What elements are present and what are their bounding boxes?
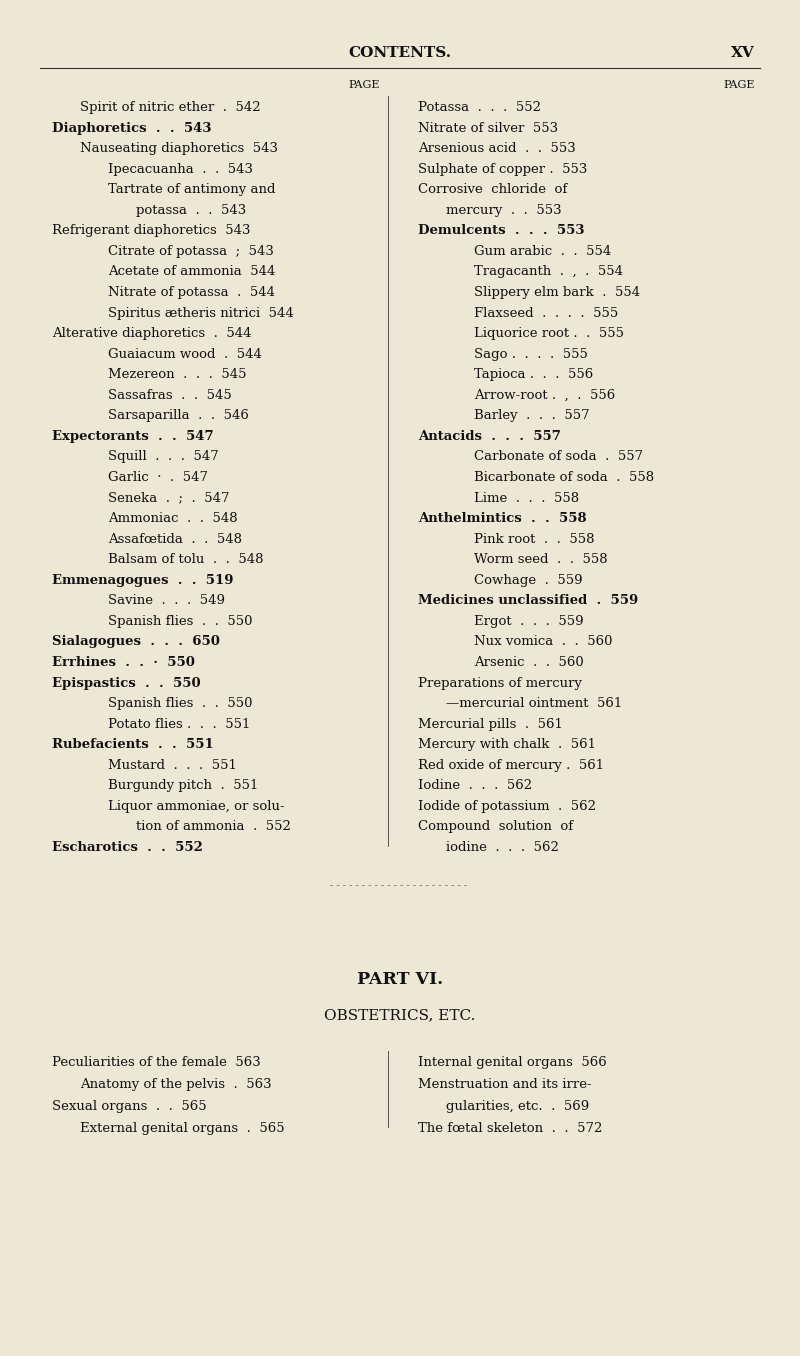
Text: gularities, etc.  .  569: gularities, etc. . 569 [446, 1100, 590, 1113]
Text: Savine  .  .  .  549: Savine . . . 549 [108, 594, 225, 607]
Text: Arsenious acid  .  .  553: Arsenious acid . . 553 [418, 142, 576, 155]
Text: Arsenic  .  .  560: Arsenic . . 560 [474, 656, 584, 669]
Text: potassa  .  .  543: potassa . . 543 [136, 203, 246, 217]
Text: Alterative diaphoretics  .  544: Alterative diaphoretics . 544 [52, 327, 251, 340]
Text: Ergot  .  .  .  559: Ergot . . . 559 [474, 614, 584, 628]
Text: Worm seed  .  .  558: Worm seed . . 558 [474, 553, 608, 567]
Text: Mercury with chalk  .  561: Mercury with chalk . 561 [418, 738, 596, 751]
Text: Diaphoretics  .  .  543: Diaphoretics . . 543 [52, 122, 211, 134]
Text: Nitrate of silver  553: Nitrate of silver 553 [418, 122, 558, 134]
Text: Preparations of mercury: Preparations of mercury [418, 677, 582, 690]
Text: Carbonate of soda  .  557: Carbonate of soda . 557 [474, 450, 643, 464]
Text: mercury  .  .  553: mercury . . 553 [446, 203, 562, 217]
Text: Mustard  .  .  .  551: Mustard . . . 551 [108, 759, 237, 772]
Text: Antacids  .  .  .  557: Antacids . . . 557 [418, 430, 561, 443]
Text: Expectorants  .  .  547: Expectorants . . 547 [52, 430, 214, 443]
Text: Mezereon  .  .  .  545: Mezereon . . . 545 [108, 369, 246, 381]
Text: —mercurial ointment  561: —mercurial ointment 561 [446, 697, 622, 711]
Text: Gum arabic  .  .  554: Gum arabic . . 554 [474, 245, 611, 258]
Text: Anthelmintics  .  .  558: Anthelmintics . . 558 [418, 513, 586, 525]
Text: External genital organs  .  565: External genital organs . 565 [80, 1121, 285, 1135]
Text: Liquorice root .  .  555: Liquorice root . . 555 [474, 327, 624, 340]
Text: Iodine  .  .  .  562: Iodine . . . 562 [418, 780, 532, 792]
Text: Medicines unclassified  .  559: Medicines unclassified . 559 [418, 594, 638, 607]
Text: The fœtal skeleton  .  .  572: The fœtal skeleton . . 572 [418, 1121, 602, 1135]
Text: iodine  .  .  .  562: iodine . . . 562 [446, 841, 559, 854]
Text: Rubefacients  .  .  551: Rubefacients . . 551 [52, 738, 214, 751]
Text: Tapioca .  .  .  556: Tapioca . . . 556 [474, 369, 594, 381]
Text: Potato flies .  .  .  551: Potato flies . . . 551 [108, 717, 250, 731]
Text: Sialagogues  .  .  .  650: Sialagogues . . . 650 [52, 636, 220, 648]
Text: XV: XV [731, 46, 755, 60]
Text: Sassafras  .  .  545: Sassafras . . 545 [108, 389, 232, 401]
Text: Barley  .  .  .  557: Barley . . . 557 [474, 410, 590, 422]
Text: Emmenagogues  .  .  519: Emmenagogues . . 519 [52, 574, 234, 587]
Text: Anatomy of the pelvis  .  563: Anatomy of the pelvis . 563 [80, 1078, 272, 1092]
Text: Escharotics  .  .  552: Escharotics . . 552 [52, 841, 203, 854]
Text: Spanish flies  .  .  550: Spanish flies . . 550 [108, 614, 253, 628]
Text: Guaiacum wood  .  544: Guaiacum wood . 544 [108, 347, 262, 361]
Text: Nitrate of potassa  .  544: Nitrate of potassa . 544 [108, 286, 275, 300]
Text: - - - - - - - - - - - - - - - - - - - - - -: - - - - - - - - - - - - - - - - - - - - … [330, 881, 470, 890]
Text: Sexual organs  .  .  565: Sexual organs . . 565 [52, 1100, 206, 1113]
Text: Sarsaparilla  .  .  546: Sarsaparilla . . 546 [108, 410, 249, 422]
Text: Tartrate of antimony and: Tartrate of antimony and [108, 183, 275, 197]
Text: Epispastics  .  .  550: Epispastics . . 550 [52, 677, 201, 690]
Text: Liquor ammoniae, or solu-: Liquor ammoniae, or solu- [108, 800, 285, 812]
Text: Seneka  .  ;  .  547: Seneka . ; . 547 [108, 492, 230, 504]
Text: Internal genital organs  566: Internal genital organs 566 [418, 1056, 606, 1069]
Text: Nauseating diaphoretics  543: Nauseating diaphoretics 543 [80, 142, 278, 155]
Text: PAGE: PAGE [349, 80, 380, 89]
Text: Bicarbonate of soda  .  558: Bicarbonate of soda . 558 [474, 471, 654, 484]
Text: Errhines  .  .  ·  550: Errhines . . · 550 [52, 656, 195, 669]
Text: Sago .  .  .  .  555: Sago . . . . 555 [474, 347, 588, 361]
Text: Mercurial pills  .  561: Mercurial pills . 561 [418, 717, 563, 731]
Text: Nux vomica  .  .  560: Nux vomica . . 560 [474, 636, 613, 648]
Text: Spirit of nitric ether  .  542: Spirit of nitric ether . 542 [80, 100, 261, 114]
Text: OBSTETRICS, ETC.: OBSTETRICS, ETC. [324, 1008, 476, 1022]
Text: Peculiarities of the female  563: Peculiarities of the female 563 [52, 1056, 261, 1069]
Text: Compound  solution  of: Compound solution of [418, 820, 573, 834]
Text: tion of ammonia  .  552: tion of ammonia . 552 [136, 820, 291, 834]
Text: Flaxseed  .  .  .  .  555: Flaxseed . . . . 555 [474, 306, 618, 320]
Text: PART VI.: PART VI. [357, 971, 443, 989]
Text: PAGE: PAGE [723, 80, 755, 89]
Text: Spiritus ætheris nitrici  544: Spiritus ætheris nitrici 544 [108, 306, 294, 320]
Text: CONTENTS.: CONTENTS. [349, 46, 451, 60]
Text: Red oxide of mercury .  561: Red oxide of mercury . 561 [418, 759, 604, 772]
Text: Demulcents  .  .  .  553: Demulcents . . . 553 [418, 224, 585, 237]
Text: Acetate of ammonia  544: Acetate of ammonia 544 [108, 266, 275, 278]
Text: Lime  .  .  .  558: Lime . . . 558 [474, 492, 579, 504]
Text: Refrigerant diaphoretics  543: Refrigerant diaphoretics 543 [52, 224, 250, 237]
Text: Ammoniac  .  .  548: Ammoniac . . 548 [108, 513, 238, 525]
Text: Tragacanth  .  ,  .  554: Tragacanth . , . 554 [474, 266, 623, 278]
Text: Squill  .  .  .  547: Squill . . . 547 [108, 450, 218, 464]
Text: Garlic  ·  .  547: Garlic · . 547 [108, 471, 208, 484]
Text: Corrosive  chloride  of: Corrosive chloride of [418, 183, 567, 197]
Text: Burgundy pitch  .  551: Burgundy pitch . 551 [108, 780, 258, 792]
Text: Menstruation and its irre-: Menstruation and its irre- [418, 1078, 592, 1092]
Text: Sulphate of copper .  553: Sulphate of copper . 553 [418, 163, 587, 176]
Text: Iodide of potassium  .  562: Iodide of potassium . 562 [418, 800, 596, 812]
Text: Ipecacuanha  .  .  543: Ipecacuanha . . 543 [108, 163, 253, 176]
Text: Assafœtida  .  .  548: Assafœtida . . 548 [108, 533, 242, 545]
Text: Potassa  .  .  .  552: Potassa . . . 552 [418, 100, 541, 114]
Text: Slippery elm bark  .  554: Slippery elm bark . 554 [474, 286, 640, 300]
Text: Spanish flies  .  .  550: Spanish flies . . 550 [108, 697, 253, 711]
Text: Balsam of tolu  .  .  548: Balsam of tolu . . 548 [108, 553, 263, 567]
Text: Pink root  .  .  558: Pink root . . 558 [474, 533, 594, 545]
Text: Citrate of potassa  ;  543: Citrate of potassa ; 543 [108, 245, 274, 258]
Text: Arrow-root .  ,  .  556: Arrow-root . , . 556 [474, 389, 615, 401]
Text: Cowhage  .  559: Cowhage . 559 [474, 574, 582, 587]
